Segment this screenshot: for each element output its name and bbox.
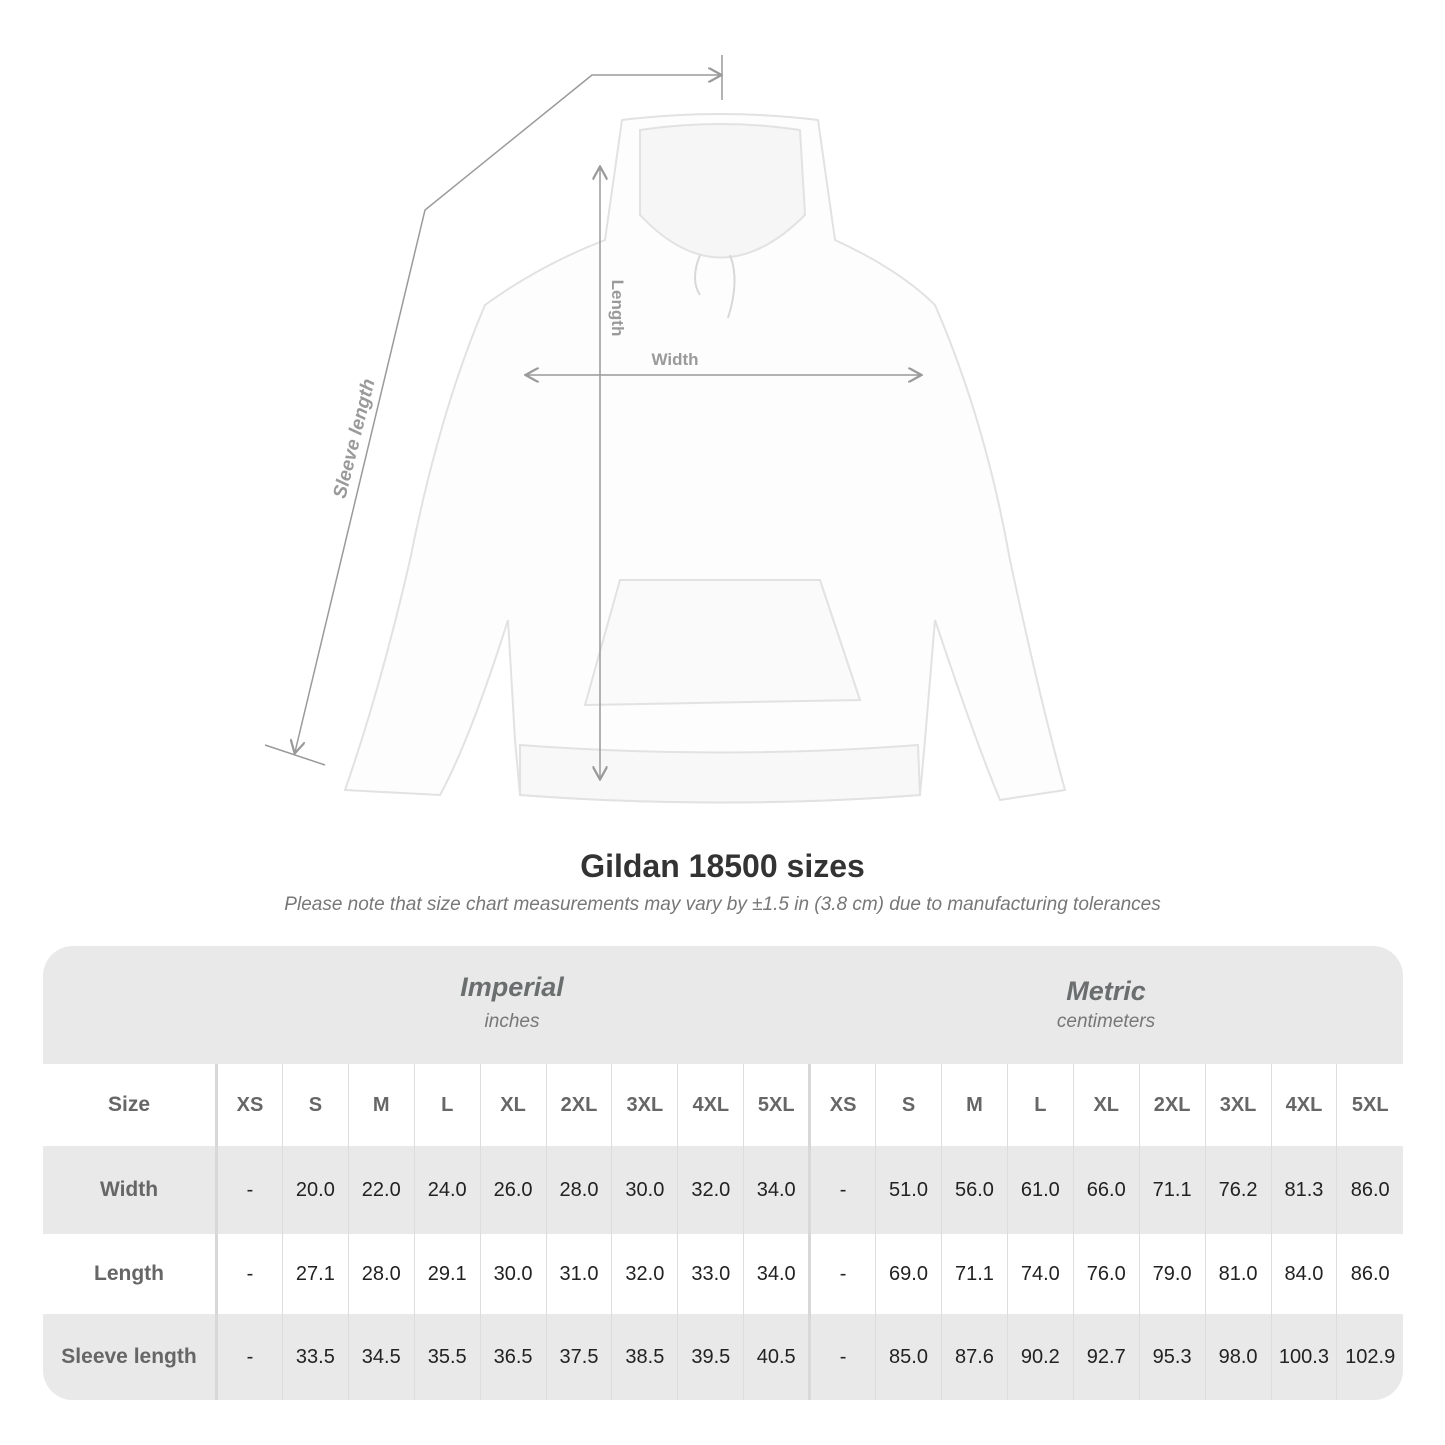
imperial-size-header: 3XL <box>611 1064 678 1146</box>
imperial-size-header: XL <box>479 1064 547 1146</box>
imperial-value-cell: 33.0 <box>677 1234 744 1314</box>
imperial-size-header: 4XL <box>677 1064 744 1146</box>
page-title: Gildan 18500 sizes <box>580 848 865 884</box>
imperial-header: Imperial inches <box>215 946 809 1064</box>
metric-value-cell: 79.0 <box>1138 1234 1206 1314</box>
size-table: Size XS S M L XL 2XL 3XL 4XL 5XL XS S M L XL 2XL 3XL 4XL 5… <box>43 1064 1403 1400</box>
row-label: Width <box>43 1146 218 1234</box>
imperial-value-cell: 32.0 <box>611 1234 678 1314</box>
imperial-value-cell: - <box>216 1234 283 1314</box>
metric-value-cell: 90.2 <box>1006 1314 1074 1400</box>
imperial-value-cell: 39.5 <box>677 1314 744 1400</box>
imperial-value-cell: 24.0 <box>413 1146 481 1234</box>
imperial-size-header: XS <box>216 1064 283 1146</box>
metric-value-cell: 102.9 <box>1336 1314 1403 1400</box>
metric-value-cell: 74.0 <box>1006 1234 1074 1314</box>
metric-size-header: XS <box>808 1064 876 1146</box>
metric-value-cell: 84.0 <box>1270 1234 1337 1314</box>
imperial-value-cell: 36.5 <box>479 1314 547 1400</box>
imperial-value-cell: 28.0 <box>545 1146 612 1234</box>
metric-value-cell: 66.0 <box>1072 1146 1140 1234</box>
imperial-value-cell: 35.5 <box>413 1314 481 1400</box>
length-label: Length <box>608 280 627 337</box>
metric-value-cell: 86.0 <box>1336 1234 1403 1314</box>
tolerance-note: Please note that size chart measurements… <box>284 894 1161 915</box>
imperial-value-cell: 34.0 <box>743 1146 810 1234</box>
metric-value-cell: - <box>808 1146 876 1234</box>
imperial-value-cell: 28.0 <box>347 1234 415 1314</box>
metric-size-header: 2XL <box>1138 1064 1206 1146</box>
size-chart: Imperial inches Metric centimeters Size X… <box>43 946 1403 1400</box>
imperial-value-cell: 38.5 <box>611 1314 678 1400</box>
metric-value-cell: 85.0 <box>875 1314 942 1400</box>
metric-size-header: S <box>875 1064 942 1146</box>
imperial-value-cell: 30.0 <box>611 1146 678 1234</box>
imperial-value-cell: 20.0 <box>281 1146 349 1234</box>
imperial-size-header: 5XL <box>743 1064 810 1146</box>
imperial-value-cell: 31.0 <box>545 1234 612 1314</box>
metric-value-cell: 56.0 <box>940 1146 1008 1234</box>
imperial-value-cell: 30.0 <box>479 1234 547 1314</box>
measurement-lines <box>264 55 920 778</box>
imperial-size-header: S <box>281 1064 349 1146</box>
metric-value-cell: 76.2 <box>1204 1146 1271 1234</box>
metric-value-cell: 71.1 <box>1138 1146 1206 1234</box>
imperial-value-cell: - <box>216 1146 283 1234</box>
metric-title: Metric <box>1066 976 1146 1006</box>
metric-value-cell: 98.0 <box>1204 1314 1271 1400</box>
metric-header: Metric centimeters <box>809 946 1403 1064</box>
row-label: Length <box>43 1234 218 1314</box>
metric-value-cell: 71.1 <box>940 1234 1008 1314</box>
imperial-value-cell: 29.1 <box>413 1234 481 1314</box>
imperial-value-cell: 33.5 <box>281 1314 349 1400</box>
imperial-value-cell: 34.5 <box>347 1314 415 1400</box>
metric-unit: centimeters <box>1056 1011 1156 1032</box>
imperial-value-cell: 27.1 <box>281 1234 349 1314</box>
metric-value-cell: 81.0 <box>1204 1234 1271 1314</box>
imperial-size-header: L <box>413 1064 481 1146</box>
row-label: Size <box>43 1064 218 1146</box>
imperial-value-cell: 32.0 <box>677 1146 744 1234</box>
metric-value-cell: 69.0 <box>875 1234 942 1314</box>
metric-size-header: 4XL <box>1270 1064 1337 1146</box>
row-label: Sleeve length <box>43 1314 218 1400</box>
imperial-size-header: M <box>347 1064 415 1146</box>
metric-value-cell: 76.0 <box>1072 1234 1140 1314</box>
size-header-row: Size XS S M L XL 2XL 3XL 4XL 5XL XS S M L XL 2XL 3XL 4XL 5… <box>43 1064 1403 1146</box>
metric-value-cell: 51.0 <box>875 1146 942 1234</box>
metric-value-cell: - <box>808 1234 876 1314</box>
table-row: Sleeve length -33.5 34.5 35.5 36.5 37.5 38.5 39… <box>43 1314 1403 1400</box>
hoodie-illustration <box>343 113 1067 804</box>
imperial-value-cell: 37.5 <box>545 1314 612 1400</box>
imperial-value-cell: 22.0 <box>347 1146 415 1234</box>
imperial-value-cell: 26.0 <box>479 1146 547 1234</box>
metric-value-cell: 81.3 <box>1270 1146 1337 1234</box>
imperial-value-cell: 40.5 <box>743 1314 810 1400</box>
table-row: Width -20.0 22.0 24.0 26.0 28.0 30.0 32.0 34.0-5… <box>43 1146 1403 1234</box>
metric-value-cell: 86.0 <box>1336 1146 1403 1234</box>
metric-value-cell: - <box>808 1314 876 1400</box>
imperial-unit: inches <box>484 1011 540 1032</box>
imperial-value-cell: - <box>216 1314 283 1400</box>
imperial-size-header: 2XL <box>545 1064 612 1146</box>
metric-value-cell: 95.3 <box>1138 1314 1206 1400</box>
metric-value-cell: 100.3 <box>1270 1314 1337 1400</box>
imperial-title: Imperial <box>460 972 564 1002</box>
metric-size-header: M <box>940 1064 1008 1146</box>
metric-value-cell: 92.7 <box>1072 1314 1140 1400</box>
table-row: Length -27.1 28.0 29.1 30.0 31.0 32.0 33.0 34.0-… <box>43 1234 1403 1314</box>
imperial-value-cell: 34.0 <box>743 1234 810 1314</box>
metric-size-header: 5XL <box>1336 1064 1403 1146</box>
metric-size-header: 3XL <box>1204 1064 1271 1146</box>
metric-size-header: XL <box>1072 1064 1140 1146</box>
metric-value-cell: 61.0 <box>1006 1146 1074 1234</box>
metric-size-header: L <box>1006 1064 1074 1146</box>
width-label: Width <box>651 350 698 369</box>
metric-value-cell: 87.6 <box>940 1314 1008 1400</box>
sleeve-length-label: Sleeve length <box>330 377 380 501</box>
hoodie-diagram: Sleeve length Length Width <box>264 55 1067 804</box>
